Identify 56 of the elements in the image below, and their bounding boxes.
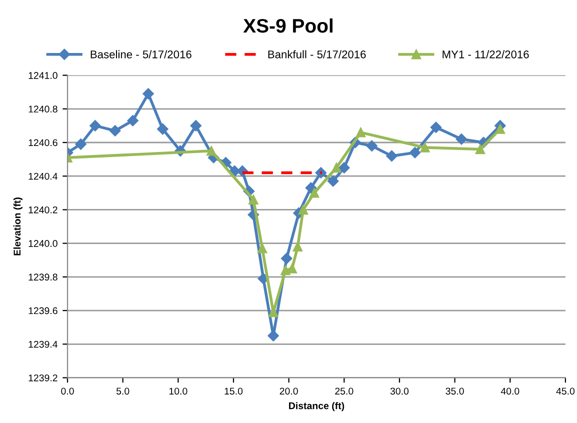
legend-label: Baseline - 5/17/2016: [90, 50, 192, 58]
x-tick-label: 35.0: [446, 388, 464, 395]
x-tick-label: 45.0: [556, 388, 575, 395]
point: [142, 88, 154, 100]
point: [430, 122, 442, 133]
point: [280, 265, 290, 276]
chart-title: XS-9 Pool: [243, 18, 333, 33]
point: [75, 138, 86, 150]
y-tick-label: 1239.4: [28, 340, 58, 348]
y-tick-label: 1240.8: [28, 106, 58, 113]
point: [157, 123, 168, 135]
point: [420, 142, 430, 152]
point: [309, 188, 320, 198]
y-axis-title: Elevation (ft): [13, 198, 22, 256]
y-tick-label: 1240.4: [28, 172, 58, 180]
point: [338, 162, 350, 174]
x-tick-label: 30.0: [390, 388, 409, 395]
x-tick-label: 20.0: [280, 388, 298, 395]
point: [190, 120, 202, 132]
y-tick-label: 1240.0: [28, 240, 58, 247]
x-tick-label: 25.0: [335, 388, 354, 395]
x-tick-label: 5.0: [116, 388, 130, 395]
legend-label: Bankfull - 5/17/2016: [268, 50, 366, 58]
y-tick-label: 1239.6: [28, 307, 58, 314]
y-tick-label: 1240.2: [28, 206, 58, 214]
point: [366, 140, 378, 152]
point: [409, 146, 421, 158]
point: [257, 244, 268, 254]
point: [206, 146, 216, 156]
point: [109, 125, 121, 136]
point: [327, 176, 339, 187]
x-axis-title: Distance (ft): [289, 402, 344, 412]
x-tick-label: 10.0: [169, 388, 188, 395]
point: [287, 264, 297, 274]
point: [356, 128, 366, 138]
point: [495, 124, 506, 134]
x-tick-label: 15.0: [224, 388, 243, 395]
x-tick-label: 40.0: [500, 388, 520, 395]
point: [475, 144, 486, 154]
point: [332, 162, 342, 173]
point: [386, 150, 398, 162]
point: [90, 120, 101, 132]
point: [456, 134, 468, 145]
y-tick-label: 1239.8: [28, 274, 58, 281]
y-tick-label: 1241.0: [28, 72, 58, 79]
point: [298, 204, 308, 215]
point: [292, 242, 303, 252]
point: [268, 330, 279, 342]
point: [281, 252, 292, 264]
legend-label: MY1 - 11/22/2016: [442, 50, 529, 58]
point: [248, 194, 258, 204]
y-tick-label: 1239.2: [28, 374, 58, 382]
y-tick-label: 1240.6: [28, 139, 58, 146]
point: [305, 182, 317, 194]
point: [127, 115, 138, 126]
x-tick-label: 0.0: [61, 388, 74, 395]
